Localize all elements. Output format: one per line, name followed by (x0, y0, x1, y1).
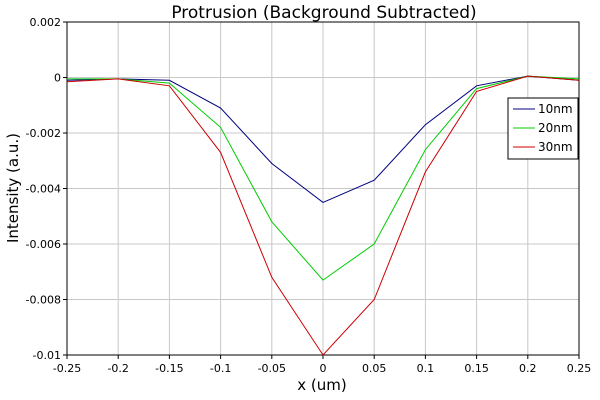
x-tick-label: -0.2 (107, 362, 128, 375)
x-tick-label: 0 (320, 362, 327, 375)
axis-ticks: -0.25 -0.2 -0.15 -0.1 -0.05 0 0.05 0.1 0.15 0.2 0.… (26, 16, 592, 375)
y-tick-label: -0.01 (33, 349, 61, 362)
x-tick-label: -0.05 (258, 362, 286, 375)
series-line-10nm (66, 75, 580, 203)
legend-label: 10nm (538, 102, 573, 116)
x-tick-label: 0.25 (567, 362, 592, 375)
y-tick-label: -0.004 (26, 183, 61, 196)
y-tick-label: 0.002 (30, 16, 62, 29)
y-axis-label: Intensity (a.u.) (4, 133, 22, 243)
y-tick-label: -0.002 (26, 127, 61, 140)
x-tick-label: -0.1 (210, 362, 231, 375)
x-tick-label: 0.05 (362, 362, 387, 375)
series-line-30nm (66, 75, 580, 356)
series-line-20nm (67, 75, 580, 281)
y-tick-label: 0 (54, 72, 61, 85)
x-tick-label: -0.25 (53, 362, 81, 375)
legend: 10nm 20nm 30nm (507, 97, 579, 160)
series-lines (66, 75, 580, 356)
y-tick-label: -0.006 (26, 238, 61, 251)
x-tick-label: -0.15 (155, 362, 183, 375)
x-tick-label: 0.1 (417, 362, 435, 375)
x-tick-label: 0.2 (519, 362, 537, 375)
x-tick-label: 0.15 (464, 362, 489, 375)
chart-title: Protrusion (Background Subtracted) (171, 3, 476, 23)
legend-label: 20nm (538, 121, 573, 135)
x-axis-label: x (um) (297, 376, 346, 394)
legend-label: 30nm (538, 140, 573, 154)
y-tick-label: -0.008 (26, 294, 61, 307)
